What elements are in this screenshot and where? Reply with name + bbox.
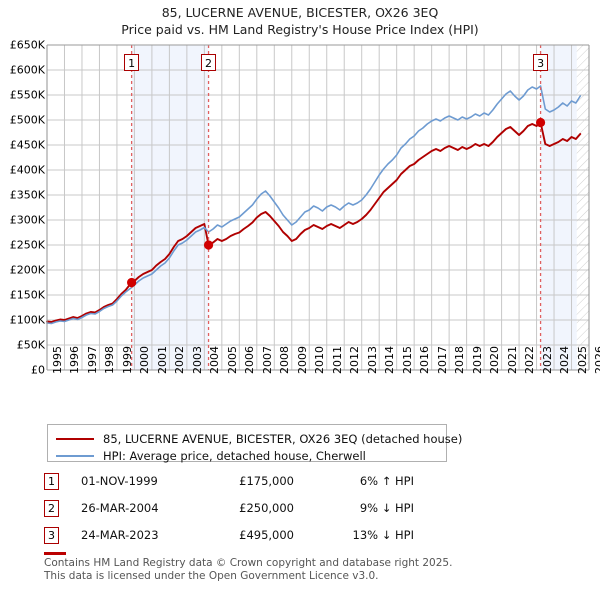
x-tick-label: 2000 xyxy=(138,346,152,374)
chart-area: £0 £50K £100K £150K £200K £250K £300K £350K £400… xyxy=(0,0,600,420)
y-tick-label: £600K xyxy=(9,63,45,77)
y-tick-label: £500K xyxy=(9,113,45,127)
legend-item: HPI: Average price, detached house, Cher… xyxy=(48,446,366,465)
y-tick-label: £450K xyxy=(9,138,45,152)
x-tick-label: 2007 xyxy=(260,346,274,374)
chart-marker-badge-3[interactable]: 3 xyxy=(533,54,549,71)
x-tick-label: 2019 xyxy=(470,346,484,374)
table-row[interactable]: 3 24-MAR-2023 £495,000 13% ↓ HPI xyxy=(44,524,464,551)
price-chart-plot xyxy=(46,44,590,371)
series-line-property xyxy=(46,121,582,323)
transaction-date: 24-MAR-2023 xyxy=(81,528,159,542)
x-tick-label: 2015 xyxy=(400,346,414,374)
x-tick-label: 2001 xyxy=(155,346,169,374)
chart-marker-badge-1[interactable]: 1 xyxy=(124,54,140,71)
x-tick-label: 2023 xyxy=(540,346,554,374)
transaction-price: £175,000 xyxy=(239,474,294,488)
chart-marker-badge-2[interactable]: 2 xyxy=(201,54,217,71)
shaded-band-1 xyxy=(131,45,209,370)
y-axis-tick-labels: £0 £50K £100K £150K £200K £250K £300K £350K £400… xyxy=(0,0,45,420)
x-tick-label: 2003 xyxy=(190,346,204,374)
y-tick-label: £300K xyxy=(9,213,45,227)
x-tick-label: 2017 xyxy=(435,346,449,374)
x-tick-label: 2012 xyxy=(348,346,362,374)
x-tick-label: 2008 xyxy=(278,346,292,374)
y-tick-label: £0 xyxy=(31,363,45,377)
x-tick-label: 2025 xyxy=(575,346,589,374)
x-tick-label: 2024 xyxy=(558,346,572,374)
x-tick-label: 2009 xyxy=(295,346,309,374)
y-tick-label: £200K xyxy=(9,263,45,277)
transaction-date: 01-NOV-1999 xyxy=(81,474,158,488)
x-tick-label: 1997 xyxy=(85,346,99,374)
x-tick-label: 2011 xyxy=(330,346,344,374)
transaction-price: £495,000 xyxy=(239,528,294,542)
footer-line-2: This data is licensed under the Open Gov… xyxy=(44,569,379,582)
footer-attribution: Contains HM Land Registry data © Crown c… xyxy=(44,557,584,582)
transactions-table: 1 01-NOV-1999 £175,000 6% ↑ HPI 2 26-MAR-2004… xyxy=(44,470,464,551)
x-tick-label: 2018 xyxy=(453,346,467,374)
footer-divider xyxy=(44,552,66,555)
transaction-hpi-delta: 9% ↓ HPI xyxy=(359,501,414,515)
legend-color-swatch xyxy=(56,454,94,457)
transaction-price: £250,000 xyxy=(239,501,294,515)
x-tick-label: 2014 xyxy=(383,346,397,374)
x-tick-label: 2002 xyxy=(173,346,187,374)
legend-item: 85, LUCERNE AVENUE, BICESTER, OX26 3EQ (… xyxy=(48,429,462,448)
table-row[interactable]: 1 01-NOV-1999 £175,000 6% ↑ HPI xyxy=(44,470,464,497)
marker-dot-3 xyxy=(535,117,546,128)
chart-legend: 85, LUCERNE AVENUE, BICESTER, OX26 3EQ (… xyxy=(47,424,462,465)
hatched-future-region xyxy=(576,45,589,370)
x-tick-label: 2020 xyxy=(488,346,502,374)
x-tick-label: 2026 xyxy=(593,346,600,374)
legend-color-swatch xyxy=(56,437,94,440)
x-tick-label: 2004 xyxy=(208,346,222,374)
page-title-subtitle: Price paid vs. HM Land Registry's House … xyxy=(121,22,479,37)
transaction-date: 26-MAR-2004 xyxy=(81,501,159,515)
x-tick-label: 1995 xyxy=(51,346,64,374)
y-tick-label: £150K xyxy=(9,288,45,302)
x-tick-label: 2006 xyxy=(243,346,257,374)
y-tick-label: £400K xyxy=(9,163,45,177)
transaction-index-badge[interactable]: 2 xyxy=(44,500,59,517)
marker-dot-2 xyxy=(203,240,214,250)
y-tick-label: £350K xyxy=(9,188,45,202)
transaction-index-badge[interactable]: 1 xyxy=(44,473,59,490)
legend-label: 85, LUCERNE AVENUE, BICESTER, OX26 3EQ (… xyxy=(103,431,463,446)
table-row[interactable]: 2 26-MAR-2004 £250,000 9% ↓ HPI xyxy=(44,497,464,524)
x-tick-label: 2022 xyxy=(523,346,537,374)
legend-label: HPI: Average price, detached house, Cher… xyxy=(103,448,366,463)
page-title-address: 85, LUCERNE AVENUE, BICESTER, OX26 3EQ xyxy=(161,5,439,20)
marker-dot-1 xyxy=(127,277,137,288)
x-tick-label: 1996 xyxy=(68,346,82,374)
page-title: 85, LUCERNE AVENUE, BICESTER, OX26 3EQ P… xyxy=(0,4,600,38)
y-tick-label: £50K xyxy=(16,338,45,352)
y-tick-label: £250K xyxy=(9,238,45,252)
x-tick-label: 2016 xyxy=(418,346,432,374)
transaction-hpi-delta: 6% ↑ HPI xyxy=(359,474,414,488)
footer-line-1: Contains HM Land Registry data © Crown c… xyxy=(44,557,453,569)
x-tick-label: 2005 xyxy=(225,346,239,374)
x-tick-label: 2021 xyxy=(505,346,519,374)
y-tick-label: £100K xyxy=(9,313,45,327)
x-tick-label: 1998 xyxy=(103,346,117,374)
x-tick-label: 2010 xyxy=(313,346,327,374)
transaction-index-badge[interactable]: 3 xyxy=(44,527,59,544)
y-tick-label: £650K xyxy=(9,38,45,52)
y-tick-label: £550K xyxy=(9,88,45,102)
x-tick-label: 2013 xyxy=(365,346,379,374)
x-tick-label: 1999 xyxy=(120,346,134,374)
transaction-hpi-delta: 13% ↓ HPI xyxy=(352,528,414,542)
